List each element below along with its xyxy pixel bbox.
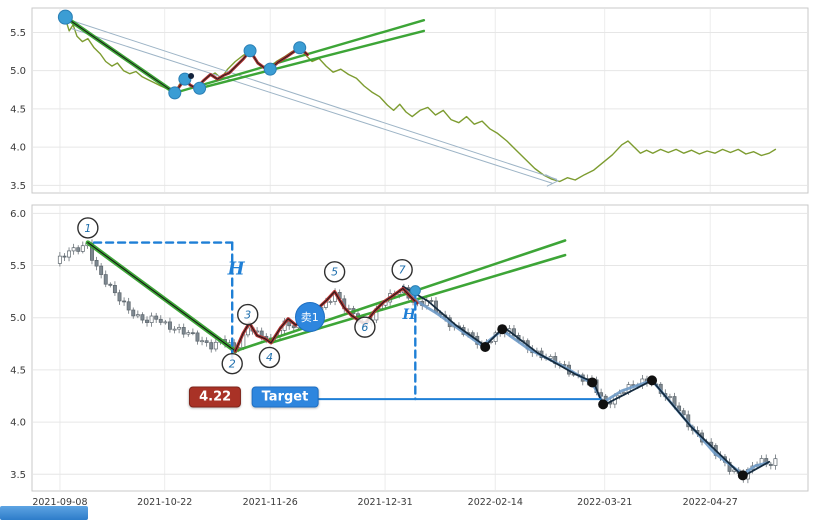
arrow-head [545, 174, 559, 187]
x-tick-label: 2021-12-31 [357, 497, 412, 508]
pivot-dot [263, 62, 277, 76]
y-tick-label: 4.5 [10, 104, 26, 115]
x-tick-label: 2022-04-27 [683, 497, 738, 508]
pivot-dot [178, 72, 192, 86]
y-tick-label: 5.5 [10, 261, 26, 272]
y-tick-label: 6.0 [10, 209, 26, 220]
swing-dot [497, 324, 508, 335]
pivot-dot [57, 9, 73, 25]
x-tick-label: 2021-11-26 [243, 497, 298, 508]
breakout-dot [409, 285, 421, 297]
y-tick-label: 5.0 [10, 66, 26, 77]
x-tick-label: 2021-10-22 [137, 497, 192, 508]
swing-line [401, 285, 771, 478]
pivot-dot [293, 41, 307, 55]
pivot-dot [193, 81, 207, 95]
svg-text:4: 4 [266, 351, 273, 364]
swing-dot [647, 375, 658, 386]
y-tick-label: 5.5 [10, 28, 26, 39]
swing-dot [587, 377, 598, 388]
y-tick-label: 5.0 [10, 313, 26, 324]
pivot-marker-4: 4 [258, 346, 281, 369]
x-tick-label: 2022-02-14 [468, 497, 523, 508]
swing-dot [737, 470, 748, 481]
svg-text:6: 6 [361, 321, 368, 334]
sell-signal-marker: 卖1 [294, 301, 325, 332]
pivot-marker-6: 6 [354, 316, 376, 338]
svg-text:1: 1 [84, 222, 91, 235]
svg-text:5: 5 [331, 266, 338, 279]
y-tick-label: 4.0 [10, 418, 26, 429]
svg-text:3: 3 [244, 308, 251, 321]
pivot-marker-1: 1 [77, 217, 99, 239]
y-tick-label: 4.0 [10, 143, 26, 154]
pivot-dot [243, 44, 257, 58]
pivot-marker-3: 3 [237, 303, 259, 326]
pivot-marker-7: 7 [391, 259, 413, 281]
measured-move-badge: 4.22 [189, 386, 242, 408]
svg-text:7: 7 [399, 264, 406, 277]
y-tick-label: 3.5 [10, 181, 26, 192]
height-label-primary: H [227, 258, 245, 280]
swing-dot [598, 399, 609, 410]
bottom-left-button[interactable] [0, 506, 88, 520]
overview-line-chart: 5.5 5.0 4.5 4.0 3.5 [10, 7, 809, 194]
minor-dot [188, 73, 195, 80]
x-tick-label: 2022-03-21 [577, 497, 632, 508]
pivot-marker-2: 2 [221, 352, 243, 375]
projection-arrow [68, 19, 558, 180]
pivot-dot [168, 86, 182, 100]
candlestick-chart: 6.0 5.5 5.0 4.5 4.0 3.5 1 2 3 4 5 6 7 2021-09-08 2021-… [10, 204, 809, 508]
svg-text:2: 2 [229, 357, 236, 370]
pivot-marker-5: 5 [323, 261, 346, 283]
x-tick-label: 2021-09-08 [32, 497, 87, 508]
y-tick-label: 4.5 [10, 365, 26, 376]
y-tick-label: 3.5 [10, 470, 26, 481]
swing-dot [480, 341, 491, 352]
height-label-projected: H [402, 306, 416, 323]
projection-arrow [71, 28, 553, 184]
target-badge[interactable]: Target [251, 386, 319, 408]
